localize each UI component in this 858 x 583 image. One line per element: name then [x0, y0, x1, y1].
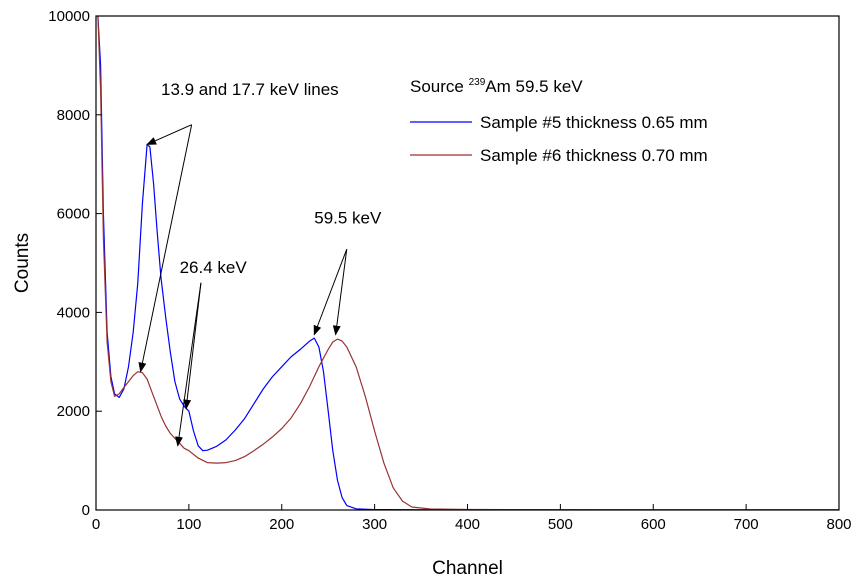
- annotation-arrow: [146, 124, 192, 145]
- x-tick-label: 200: [269, 516, 294, 533]
- x-tick-label: 100: [176, 516, 201, 533]
- annotation-arrow: [183, 282, 202, 410]
- annotation-arrow: [138, 124, 193, 373]
- annotations-layer: 13.9 and 17.7 keV lines 26.4 keV 59.5 keV: [138, 80, 382, 447]
- ticks-layer: 0 100 200 300 400 500 600 700 800020004000600080…: [48, 8, 851, 533]
- legend-label-sample-6: Sample #6 thickness 0.70 mm: [480, 146, 708, 165]
- annotation-arrow: [332, 249, 348, 336]
- x-axis-title: Channel: [432, 558, 503, 579]
- x-tick-label: 300: [362, 516, 387, 533]
- legend: Source 239Am 59.5 keV Sample #5 thicknes…: [410, 77, 708, 165]
- x-tick-label: 600: [641, 516, 666, 533]
- series-line-sample-6: [97, 15, 840, 511]
- x-tick-label: 0: [92, 516, 100, 533]
- annotation-arrow: [313, 248, 348, 336]
- y-tick-label: 8000: [57, 107, 90, 124]
- x-tick-label: 400: [455, 516, 480, 533]
- annotation-label: 59.5 keV: [314, 208, 382, 227]
- legend-label-sample-5: Sample #5 thickness 0.65 mm: [480, 113, 708, 132]
- x-tick-label: 500: [548, 516, 573, 533]
- y-tick-label: 4000: [57, 304, 90, 321]
- annotation-arrow: [175, 282, 202, 447]
- y-tick-label: 2000: [57, 403, 90, 420]
- y-tick-label: 6000: [57, 206, 90, 223]
- annotation-label: 13.9 and 17.7 keV lines: [161, 80, 339, 99]
- series-layer: [97, 15, 840, 511]
- annotation-label: 26.4 keV: [180, 258, 248, 277]
- y-tick-label: 0: [82, 502, 90, 519]
- legend-header: Source 239Am 59.5 keV: [410, 77, 583, 96]
- y-tick-label: 10000: [48, 8, 90, 25]
- series-line-sample-5: [97, 15, 840, 511]
- x-tick-label: 800: [826, 516, 851, 533]
- x-tick-label: 700: [734, 516, 759, 533]
- legend-header-superscript: 239: [469, 77, 486, 88]
- y-axis-title: Counts: [12, 233, 33, 293]
